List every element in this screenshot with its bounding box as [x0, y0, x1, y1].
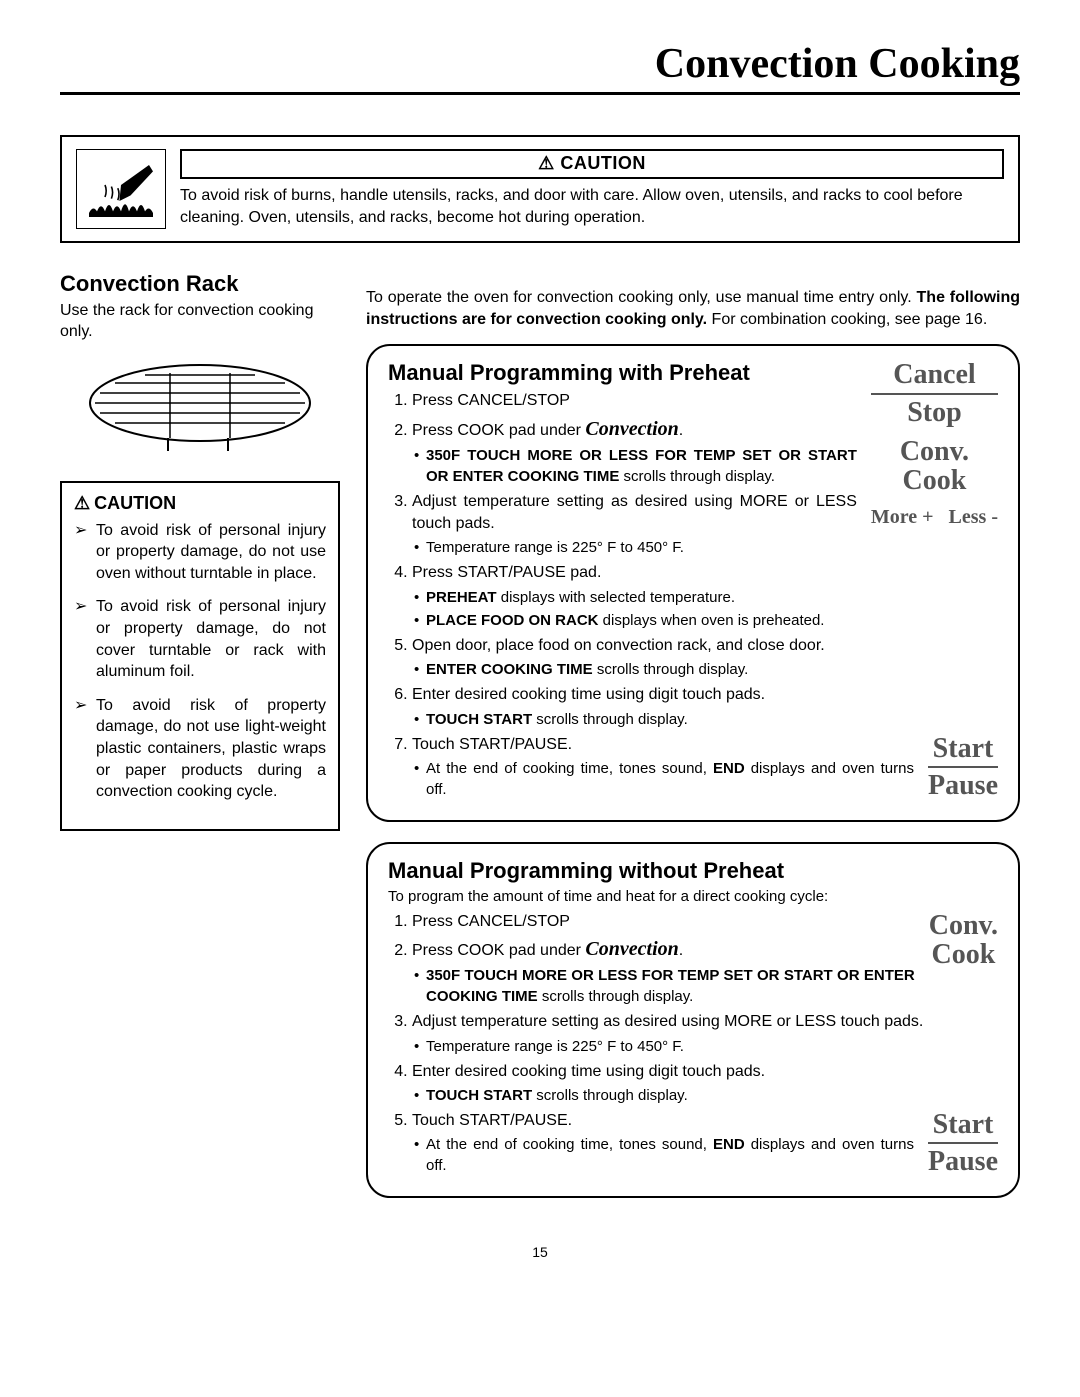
- no-preheat-box: Manual Programming without Preheat To pr…: [366, 842, 1020, 1199]
- box2-intro: To program the amount of time and heat f…: [388, 888, 998, 905]
- step: Press CANCEL/STOP: [412, 911, 998, 933]
- caution-text: To avoid risk of burns, handle utensils,…: [180, 185, 1004, 228]
- more-button[interactable]: More +: [871, 506, 934, 528]
- convection-rack-heading: Convection Rack: [60, 271, 340, 297]
- step: Open door, place food on convection rack…: [412, 635, 998, 680]
- cancel-stop-button[interactable]: Cancel Stop: [871, 360, 998, 427]
- step: Enter desired cooking time using digit t…: [412, 684, 998, 729]
- step: Press COOK pad under Convection. 350F TO…: [412, 935, 998, 1007]
- caution-item: To avoid risk of personal injury or prop…: [74, 520, 326, 585]
- step: StartPause Touch START/PAUSE. At the end…: [412, 1110, 998, 1176]
- step: Enter desired cooking time using digit t…: [412, 1061, 998, 1106]
- caution-label: ⚠ CAUTION: [180, 149, 1004, 179]
- step: StartPause Touch START/PAUSE. At the end…: [412, 734, 998, 800]
- caution-item: To avoid risk of property damage, do not…: [74, 695, 326, 803]
- step: Press START/PAUSE pad. PREHEAT displays …: [412, 562, 998, 630]
- conv-cook-button[interactable]: Conv. Cook: [929, 911, 998, 970]
- step: Adjust temperature setting as desired us…: [412, 1011, 998, 1056]
- rack-icon: [80, 353, 320, 463]
- less-button[interactable]: Less -: [949, 506, 998, 528]
- caution-item: To avoid risk of personal injury or prop…: [74, 596, 326, 682]
- left-caution-box: ⚠CAUTION To avoid risk of personal injur…: [60, 481, 340, 831]
- burn-hand-icon: [76, 149, 166, 229]
- page-number: 15: [60, 1244, 1020, 1260]
- page-title: Convection Cooking: [60, 40, 1020, 95]
- warning-icon: ⚠: [74, 493, 90, 514]
- top-caution-box: ⚠ CAUTION To avoid risk of burns, handle…: [60, 135, 1020, 243]
- rack-desc: Use the rack for convection cooking only…: [60, 301, 340, 343]
- right-intro: To operate the oven for convection cooki…: [366, 287, 1020, 330]
- box2-title: Manual Programming without Preheat: [388, 858, 998, 884]
- preheat-box: Cancel Stop Conv. Cook More + Less - Man…: [366, 344, 1020, 822]
